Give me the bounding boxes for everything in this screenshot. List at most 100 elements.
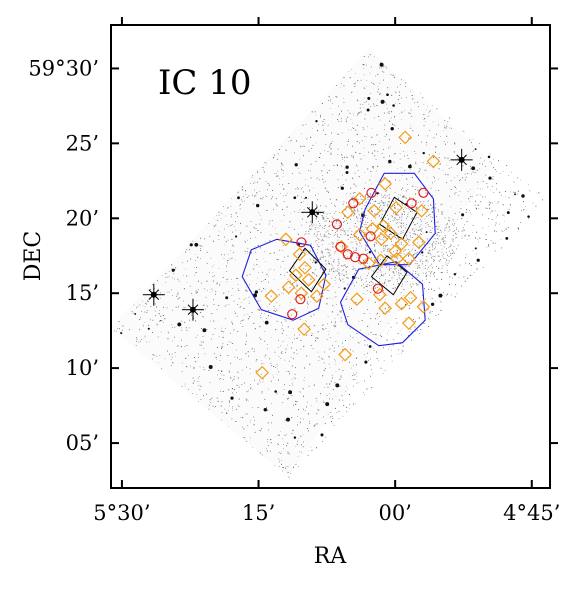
field-star [189,243,193,247]
field-star [521,194,525,198]
field-star [376,192,379,195]
diamond-marker [298,260,312,275]
diamond-marker [297,322,311,337]
field-star [343,287,346,290]
hexagon-field [359,172,436,266]
field-star [286,417,290,422]
field-star [514,193,516,196]
circle-marker [287,309,298,320]
field-star [263,407,268,412]
field-star [237,196,240,200]
field-star [120,332,123,335]
field-star [194,242,199,247]
diamond-marker [390,251,404,266]
diamond-marker [401,316,416,331]
field-star [288,390,293,395]
y-tick-label: 15’ [66,281,99,305]
diamond-markers [255,130,441,380]
diamond-marker [255,365,270,380]
y-tick-label: 25’ [66,131,99,155]
survey-footprint [111,48,494,478]
field-star [134,312,137,315]
field-star [487,155,491,159]
field-star [230,396,234,400]
field-star [315,120,318,123]
field-star [476,258,480,262]
diamond-marker [403,290,418,305]
diamond-marker [352,191,367,206]
circle-marker [418,187,429,198]
diamond-marker [367,203,382,218]
circle-marker [295,294,306,305]
circle-marker [406,198,417,209]
field-star [380,99,385,104]
field-star [147,327,150,330]
star-field [111,48,543,478]
diamond-marker [338,347,352,362]
field-star [345,171,349,174]
field-star [345,165,349,169]
diamond-marker [309,289,324,304]
diamond-marker [376,218,391,233]
field-star [340,186,344,190]
circle-marker [365,231,376,242]
circle-marker [331,219,342,230]
diamond-marker [365,221,380,236]
field-star [293,436,297,439]
bright-star [301,201,324,224]
y-tick-label: 20’ [66,206,99,230]
field-star [379,62,384,67]
circle-marker [335,241,346,252]
diamond-marker [340,205,355,220]
field-star [368,345,372,348]
diamond-marker [383,226,398,241]
circle-markers [287,187,429,320]
panel-label: IC 10 [158,63,252,103]
diamond-marker [361,256,376,271]
field-star [254,290,259,294]
diamond-marker [426,154,441,169]
field-star [171,268,175,272]
circle-marker [350,252,361,263]
diamond-marker [289,268,303,283]
field-star [304,196,308,199]
bright-star [450,148,473,171]
circle-marker [372,283,383,294]
x-tick-label: 15’ [242,501,275,525]
field-star [488,176,492,180]
bright-star [142,283,165,306]
field-star [422,151,425,155]
x-axis-title: RA [314,544,348,569]
diamond-marker [394,296,409,311]
diamond-marker [292,247,307,262]
diamond-marker [294,286,309,301]
plot-frame [110,24,551,489]
y-axis-title: DEC [21,231,46,282]
x-tick-label: 4°45’ [503,501,560,525]
bright-stars [142,148,473,321]
diamond-marker [378,176,392,191]
diamond-marker [388,244,403,259]
diamond-marker [350,292,364,307]
diamond-marker [401,251,416,266]
diamond-marker [352,227,367,242]
y-tick-label: 59°30’ [28,56,99,80]
diamond-marker [281,280,296,295]
field-star [474,148,477,151]
diamond-marker [373,253,388,268]
field-star [388,159,392,164]
square-field [370,255,408,296]
field-star [438,293,443,298]
field-star [367,96,371,100]
field-star [425,231,428,234]
diamond-marker [414,203,429,218]
field-star [316,212,320,215]
field-star [264,320,269,325]
field-star [471,166,476,171]
field-star [364,360,368,364]
y-ticks: 59°30’ 25’ 20’ 15’ 10’ 05’ [28,56,558,455]
field-star [474,247,477,250]
field-star [225,296,229,300]
field-star [368,251,372,254]
